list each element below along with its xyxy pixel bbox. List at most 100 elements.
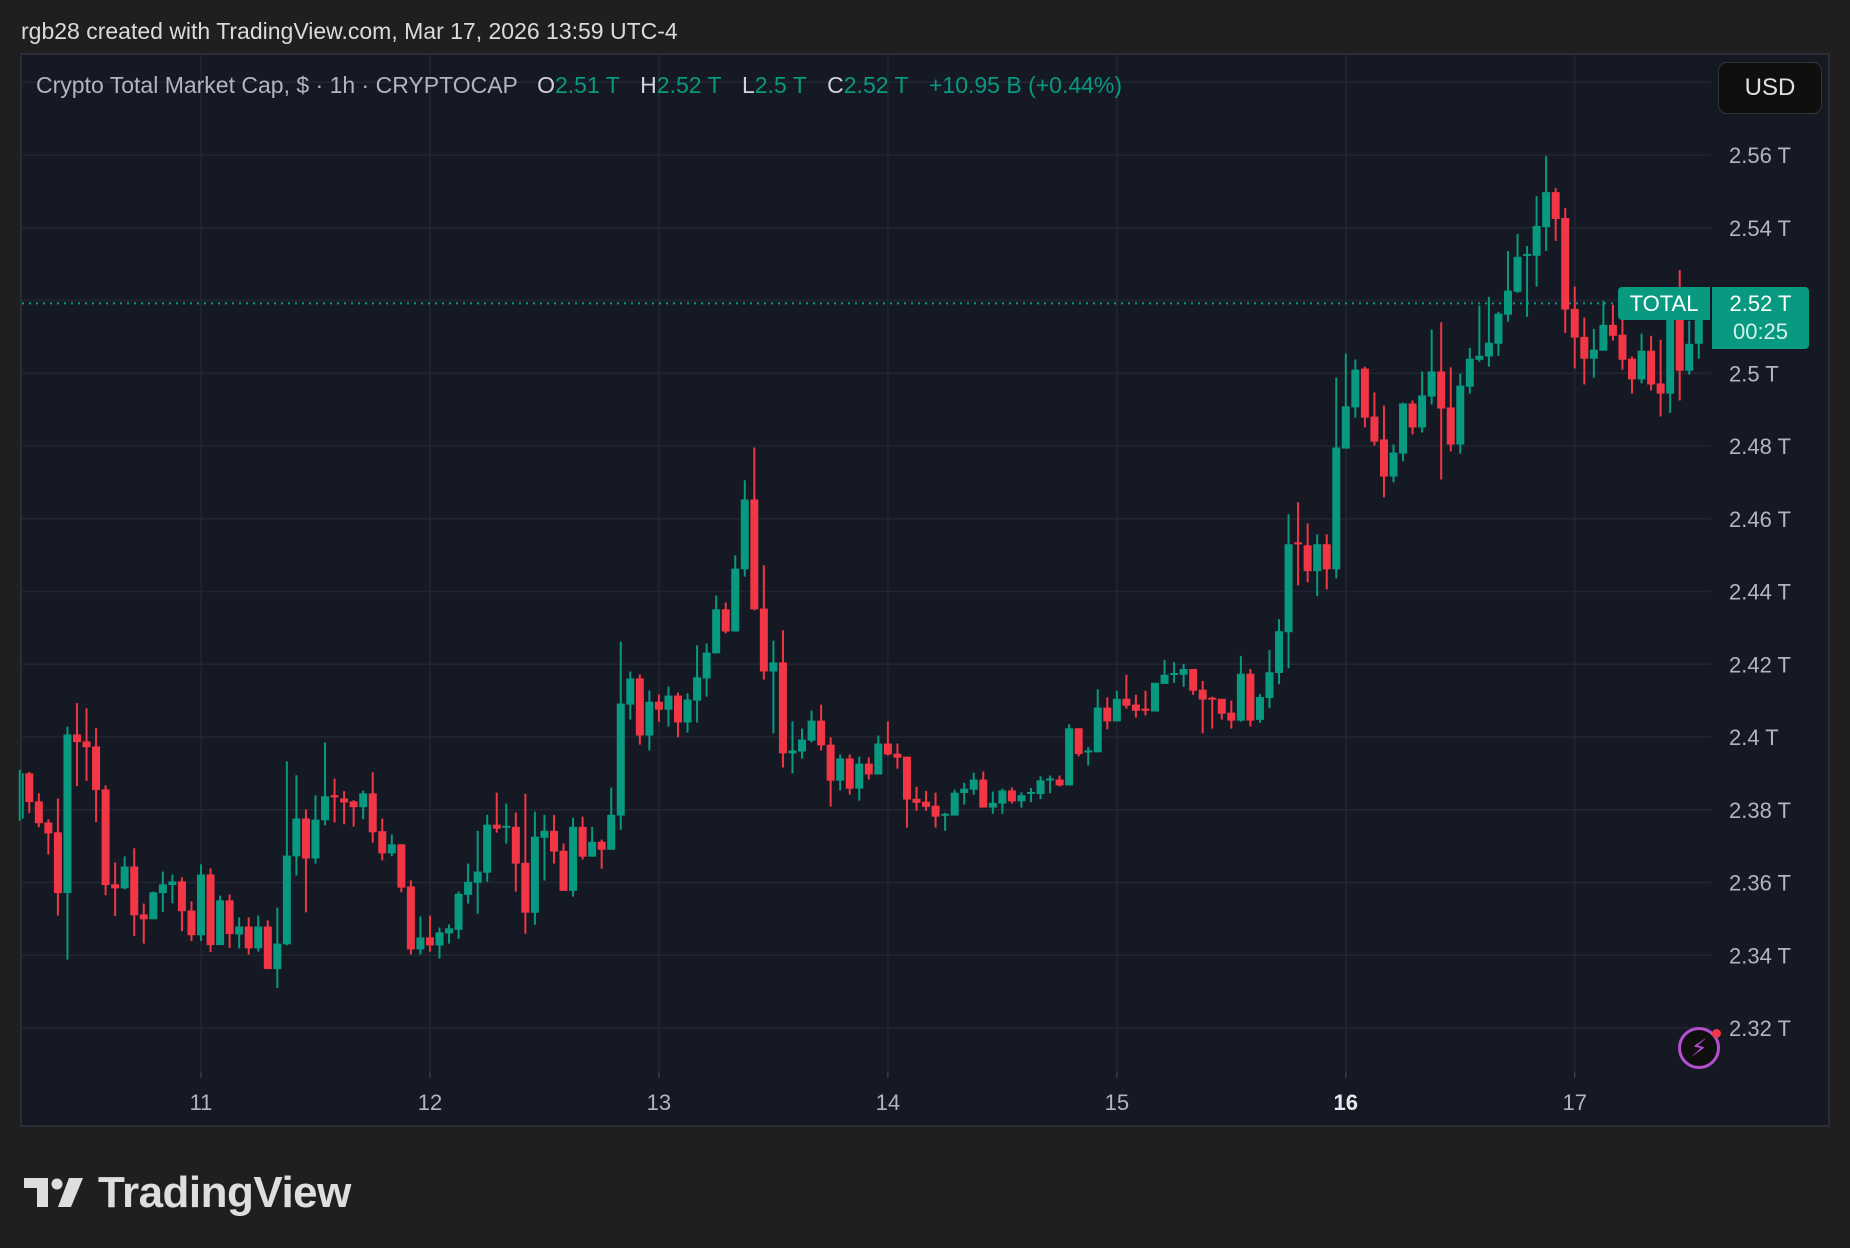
candle [559, 843, 568, 891]
candle-body [826, 744, 835, 781]
candle-body [406, 886, 415, 950]
candle [1246, 668, 1255, 727]
bar-countdown: 00:25 [1732, 319, 1789, 344]
candle [1322, 534, 1331, 590]
candle [82, 708, 91, 782]
candle [1341, 353, 1350, 449]
candle-body [712, 609, 721, 654]
time-tick-label: 14 [876, 1090, 900, 1115]
low-key: L [741, 72, 755, 98]
candle [1437, 322, 1446, 480]
candle-body [454, 893, 463, 930]
candle [63, 726, 72, 960]
candle [521, 793, 530, 934]
candle-body [549, 830, 558, 852]
candle [454, 891, 463, 939]
price-axis[interactable]: 2.56 T 2.54 T 2.5 T 2.48 T 2.46 T 2.44 T 2.42 … [1729, 143, 1791, 1041]
candle [731, 555, 740, 632]
candle [864, 757, 873, 780]
candle [273, 907, 282, 988]
candle-body [130, 866, 139, 916]
candle [1475, 305, 1484, 362]
candle-body [1084, 750, 1093, 753]
candle [1236, 655, 1245, 722]
symbol-title[interactable]: Crypto Total Market Cap, $ · 1h · CRYPTO… [36, 72, 518, 98]
price-tick-label: 2.36 T [1729, 871, 1791, 896]
candle-body [674, 695, 682, 723]
candle-body [1332, 447, 1341, 570]
candle-body [1122, 698, 1131, 706]
candle [378, 818, 387, 861]
candle-body [778, 662, 787, 754]
candle [1656, 339, 1665, 417]
candle [654, 694, 663, 722]
tradingview-logo-icon [24, 1178, 83, 1207]
candle [979, 771, 988, 808]
candle [1189, 668, 1198, 695]
candle [740, 480, 749, 577]
candle-body [979, 779, 988, 808]
candle-body [693, 677, 702, 701]
currency-button[interactable]: USD [1718, 62, 1822, 114]
close-key: C [827, 72, 844, 98]
candle [569, 817, 578, 897]
time-axis[interactable]: 11 12 13 14 15 16 17 [190, 1072, 1587, 1115]
candle-body [721, 609, 730, 632]
candle-body [1275, 631, 1284, 673]
candle-body [235, 926, 244, 935]
price-tick-label: 2.38 T [1729, 798, 1791, 823]
candle [1084, 747, 1093, 766]
candle [292, 775, 301, 876]
candle [368, 772, 377, 843]
candle [759, 565, 768, 680]
candle-body [1647, 350, 1656, 385]
candle-body [1637, 350, 1646, 380]
candle-body [1160, 674, 1169, 684]
candle [969, 772, 978, 795]
candle [1427, 329, 1436, 405]
candle-body [206, 874, 215, 946]
price-tick-label: 2.44 T [1729, 580, 1791, 605]
candle-body [158, 884, 167, 894]
candle-body [82, 741, 91, 748]
price-tick-label: 2.32 T [1729, 1016, 1791, 1041]
candle [845, 754, 854, 795]
candle-body [1217, 698, 1226, 714]
candle-body [702, 652, 711, 679]
candle [778, 630, 787, 768]
candle-body [1036, 780, 1045, 795]
candle-body [836, 758, 845, 781]
candle [311, 795, 320, 864]
candle-body [1446, 407, 1455, 445]
candle [1351, 359, 1360, 418]
candle [1370, 392, 1379, 446]
price-tick-label: 2.5 T [1729, 361, 1779, 386]
candle [1284, 514, 1293, 669]
candle [540, 814, 549, 881]
candle [187, 901, 196, 942]
candle [1265, 650, 1274, 709]
candle-body [960, 788, 969, 794]
candle-body [1046, 778, 1055, 781]
candle-body [1494, 313, 1503, 344]
candle [788, 721, 797, 774]
candle [1103, 697, 1112, 730]
candle [139, 903, 148, 944]
candle-body [1236, 673, 1245, 721]
brand-name: TradingView [98, 1168, 351, 1217]
candle-body [483, 824, 492, 873]
candle-body [1112, 698, 1121, 722]
candle-body [616, 703, 625, 816]
candle [1379, 405, 1388, 498]
candle [588, 826, 597, 857]
candle-body [817, 720, 826, 746]
candle-body [225, 900, 234, 935]
lightning-icon[interactable]: ⚡︎ [1678, 1027, 1721, 1069]
candle [530, 811, 539, 925]
candle-body [530, 836, 539, 913]
candle [1160, 659, 1169, 684]
candle-body [788, 750, 797, 754]
candle-body [397, 844, 406, 888]
candle [235, 917, 244, 949]
